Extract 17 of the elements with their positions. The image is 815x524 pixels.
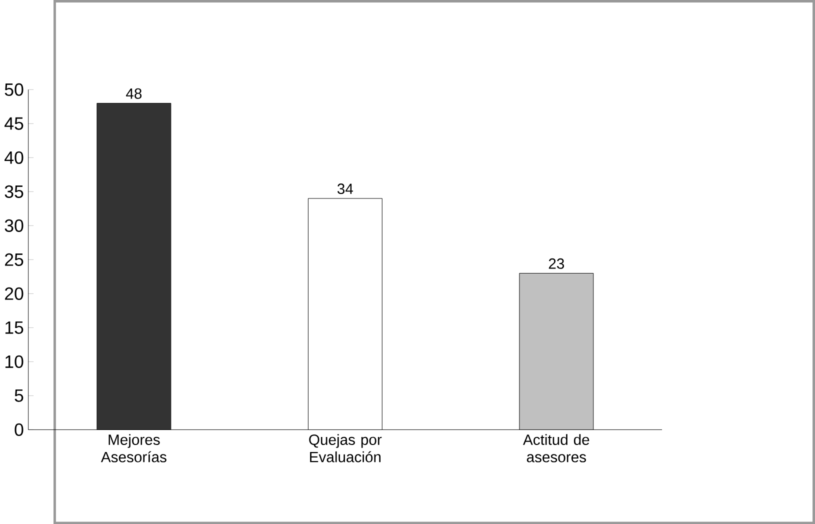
x-tick-label: Quejas por Evaluación: [309, 434, 382, 462]
x-tick-label: Actitud de asesores: [523, 434, 590, 462]
data-label: 34: [337, 183, 353, 194]
y-tick-label: 25: [5, 253, 24, 266]
y-tick-label: 15: [5, 321, 24, 334]
y-tick-label: 0: [14, 423, 24, 436]
y-tick-label: 35: [4, 185, 24, 198]
y-tick-label: 40: [4, 151, 24, 164]
y-tick-label: 20: [5, 287, 24, 300]
y-tick-label: 45: [4, 117, 24, 130]
data-label: 23: [548, 258, 564, 269]
y-tick-label: 30: [4, 219, 24, 232]
y-tick-label: 50: [4, 83, 24, 96]
y-tick-label: 5: [14, 389, 24, 402]
data-label: 48: [126, 88, 142, 99]
y-tick-label: 10: [5, 355, 24, 368]
x-tick-label: Mejores Asesorías: [100, 434, 166, 462]
